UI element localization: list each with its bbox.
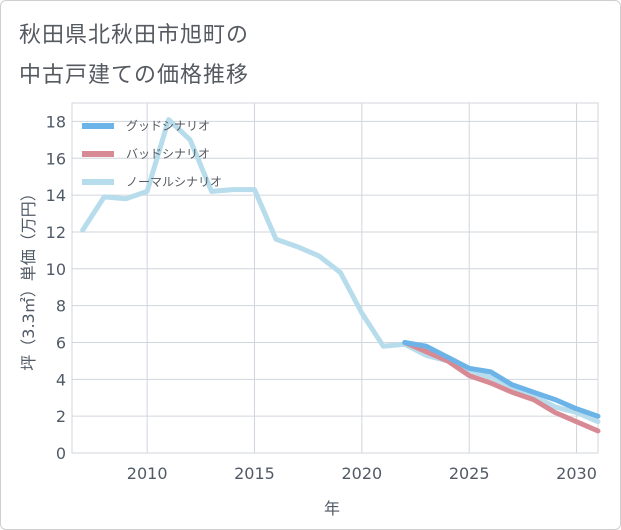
series-layer xyxy=(80,117,601,434)
y-tick-label: 2 xyxy=(56,407,66,426)
y-axis-ticks: 0 2 4 6 8 10 12 14 16 18 xyxy=(46,112,66,463)
y-tick-label: 6 xyxy=(56,333,66,352)
legend-label-2: ノーマルシナリオ xyxy=(126,175,222,189)
y-tick-label: 12 xyxy=(46,223,66,242)
series-line-0 xyxy=(402,340,601,419)
x-axis-ticks: 2010 2015 2020 2025 2030 xyxy=(127,464,597,483)
chart-title-line-2: 中古戸建ての価格推移 xyxy=(19,63,250,88)
legend-label-0: グッドシナリオ xyxy=(126,119,210,133)
x-tick-label: 2015 xyxy=(234,464,275,483)
y-tick-label: 4 xyxy=(56,370,66,389)
x-tick-label: 2030 xyxy=(556,464,597,483)
x-tick-label: 2025 xyxy=(449,464,490,483)
x-tick-label: 2010 xyxy=(127,464,168,483)
chart-title-line-1: 秋田県北秋田市旭町の xyxy=(19,23,250,48)
x-tick-label: 2020 xyxy=(341,464,382,483)
y-tick-label: 10 xyxy=(46,260,66,279)
y-tick-label: 8 xyxy=(56,297,66,316)
x-axis-title: 年 xyxy=(324,499,340,518)
plot-area xyxy=(71,102,599,454)
series-line-1 xyxy=(402,340,601,434)
legend-label-1: バッドシナリオ xyxy=(126,147,210,161)
y-axis-title: 坪（3.3㎡）単価（万円） xyxy=(19,185,38,370)
y-tick-label: 14 xyxy=(46,186,66,205)
y-tick-label: 18 xyxy=(46,112,66,131)
y-tick-label: 16 xyxy=(46,149,66,168)
y-tick-label: 0 xyxy=(56,444,66,463)
